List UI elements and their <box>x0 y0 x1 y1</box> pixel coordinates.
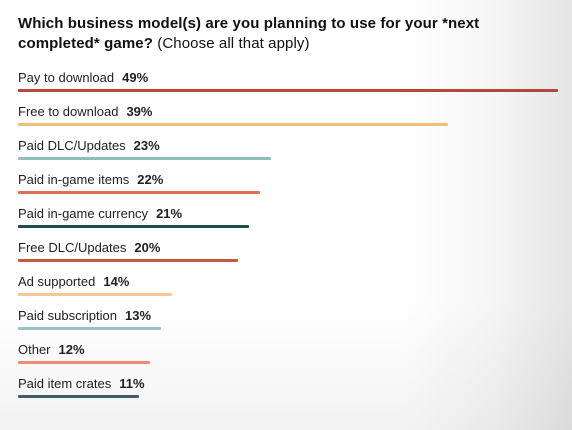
bar-label-group: Other 12% <box>18 342 85 358</box>
value-label: 39% <box>126 104 153 119</box>
bar <box>18 259 238 262</box>
value-label: 11% <box>119 376 145 391</box>
bar-label-group: Pay to download 49% <box>18 70 148 86</box>
value-label: 12% <box>58 342 85 357</box>
bar-label-group: Paid item crates 11% <box>18 376 145 392</box>
bar <box>18 327 161 330</box>
bar-label-group: Paid in-game items 22% <box>18 172 163 188</box>
bar-row: Paid in-game currency 21% <box>18 200 558 234</box>
value-label: 21% <box>156 206 183 221</box>
category-label: Ad supported <box>18 274 96 289</box>
category-label: Paid in-game items <box>18 172 130 187</box>
bar <box>18 89 558 92</box>
value-label: 13% <box>125 308 152 323</box>
bar <box>18 157 271 160</box>
category-label: Paid DLC/Updates <box>18 138 126 153</box>
bar-label-group: Paid subscription 13% <box>18 308 151 324</box>
bar-label-group: Free DLC/Updates 20% <box>18 240 160 256</box>
bar <box>18 191 260 194</box>
bar-row: Pay to download 49% <box>18 64 558 98</box>
bar <box>18 225 249 228</box>
bar-row: Other 12% <box>18 336 558 370</box>
bar-label-group: Ad supported 14% <box>18 274 129 290</box>
category-label: Other <box>18 342 51 357</box>
value-label: 20% <box>134 240 161 255</box>
chart-question-hint: (Choose all that apply) <box>157 35 310 52</box>
horizontal-bar-chart: Pay to download 49% Free to download 39% Pai… <box>18 64 558 404</box>
category-label: Pay to download <box>18 70 115 85</box>
bar <box>18 293 172 296</box>
category-label: Paid item crates <box>18 376 112 391</box>
category-label: Paid subscription <box>18 308 117 323</box>
chart-question: Which business model(s) are you planning… <box>18 15 480 52</box>
bar-row: Paid DLC/Updates 23% <box>18 132 558 166</box>
bar-label-group: Paid DLC/Updates 23% <box>18 138 160 154</box>
value-label: 23% <box>133 138 160 153</box>
chart-title: Which business model(s) are you planning… <box>18 14 538 54</box>
category-label: Free to download <box>18 104 119 119</box>
bar <box>18 395 139 398</box>
bar <box>18 123 448 126</box>
bar-row: Ad supported 14% <box>18 268 558 302</box>
bar-label-group: Paid in-game currency 21% <box>18 206 182 222</box>
category-label: Free DLC/Updates <box>18 240 127 255</box>
bar-row: Free to download 39% <box>18 98 558 132</box>
bar-row: Paid subscription 13% <box>18 302 558 336</box>
value-label: 22% <box>137 172 164 187</box>
bar-label-group: Free to download 39% <box>18 104 152 120</box>
bar-row: Paid item crates 11% <box>18 370 558 404</box>
bar-row: Free DLC/Updates 20% <box>18 234 558 268</box>
value-label: 49% <box>122 70 149 85</box>
bar <box>18 361 150 364</box>
bar-row: Paid in-game items 22% <box>18 166 558 200</box>
value-label: 14% <box>103 274 130 289</box>
category-label: Paid in-game currency <box>18 206 149 221</box>
